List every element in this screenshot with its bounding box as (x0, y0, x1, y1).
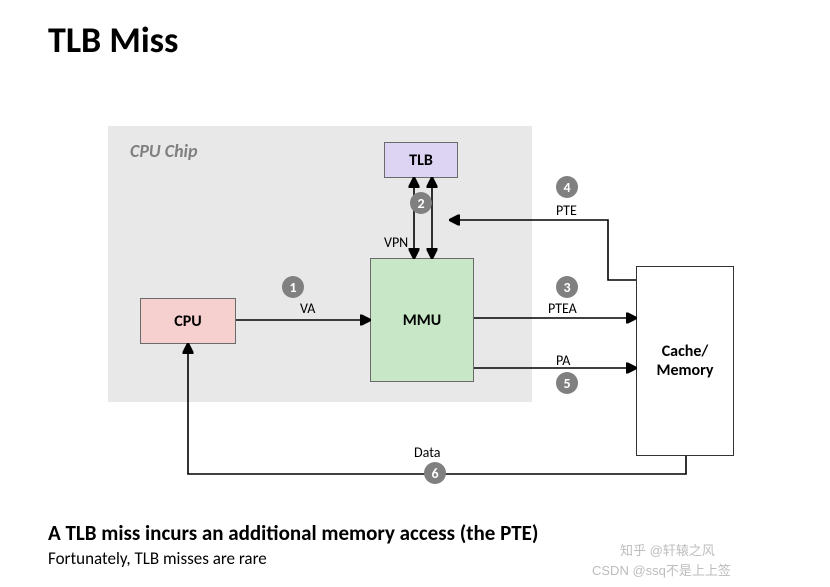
cpu-chip-label: CPU Chip (130, 140, 197, 162)
cpu-box: CPU (140, 298, 236, 344)
label-data: Data (414, 444, 440, 461)
watermark-1: 知乎 @轩辕之风 (620, 540, 715, 559)
label-vpn: VPN (384, 234, 408, 251)
tlb-box-label: TLB (409, 151, 433, 170)
mmu-box: MMU (370, 258, 474, 382)
caption-main: A TLB miss incurs an additional memory a… (48, 520, 538, 546)
caption-sub: Fortunately, TLB misses are rare (48, 548, 267, 569)
step-badge-3: 3 (556, 276, 578, 298)
cpu-box-label: CPU (174, 312, 201, 331)
label-va: VA (300, 300, 315, 317)
label-pa: PA (556, 352, 570, 369)
page-title: TLB Miss (48, 18, 178, 62)
cache-memory-box-label: Cache/ Memory (657, 342, 714, 380)
step-badge-6: 6 (424, 462, 446, 484)
cache-memory-box: Cache/ Memory (636, 266, 734, 456)
watermark-2: CSDN @ssq不是上上签 (592, 560, 731, 579)
tlb-box: TLB (384, 142, 458, 178)
label-ptea: PTEA (548, 300, 577, 317)
step-badge-2: 2 (410, 192, 432, 214)
label-pte: PTE (556, 202, 577, 219)
mmu-box-label: MMU (403, 311, 441, 330)
step-badge-4: 4 (556, 176, 578, 198)
step-badge-1: 1 (282, 276, 304, 298)
step-badge-5: 5 (556, 372, 578, 394)
